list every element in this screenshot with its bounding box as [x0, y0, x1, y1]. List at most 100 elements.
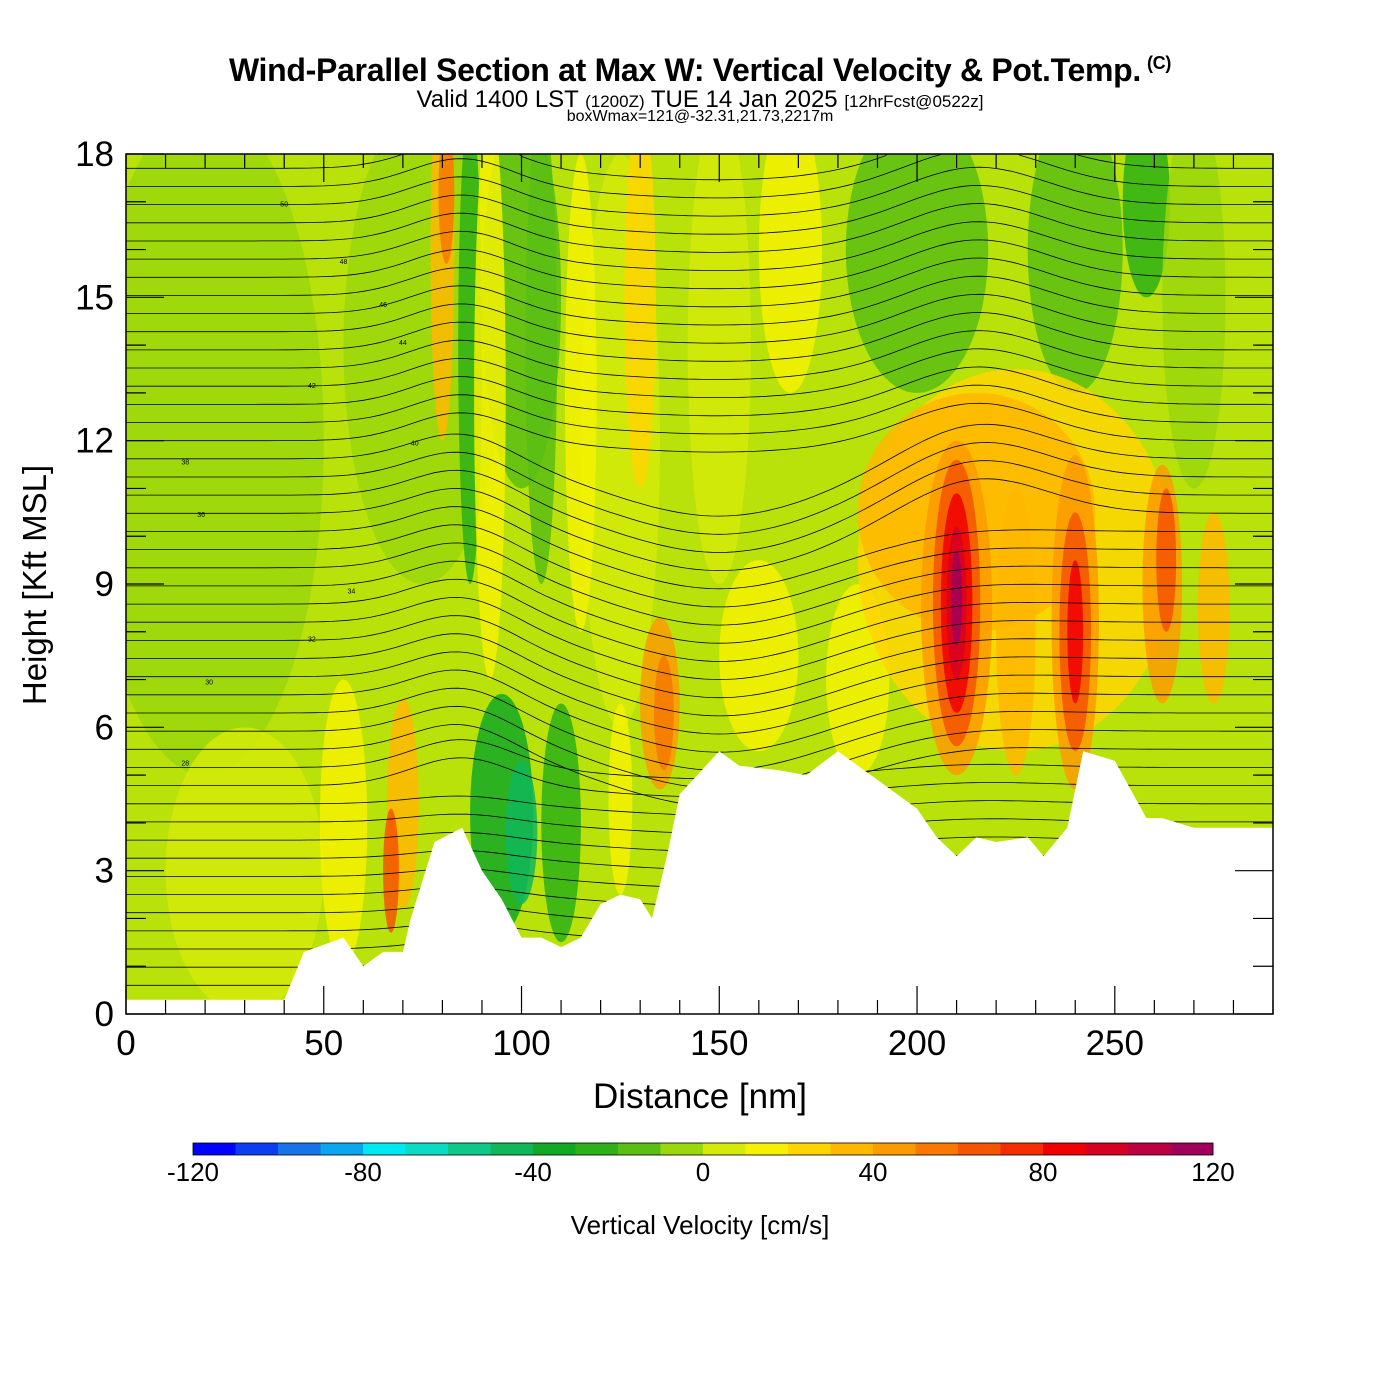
w-cell-16 — [525, 154, 558, 584]
isentrope-line — [126, 615, 1273, 699]
w-cell-13 — [438, 154, 455, 264]
w-cell-27 — [719, 560, 799, 752]
forecast-info: [12hrFcst@0522z] — [844, 92, 984, 111]
colorbar-swatch — [575, 1143, 619, 1155]
isentrope-line — [126, 293, 1273, 344]
contour-label: 36 — [197, 512, 205, 519]
box-info: boxWmax=121@-32.31,21.73,2217m — [566, 108, 834, 125]
isentrope-line — [126, 348, 1273, 398]
isentrope-line — [126, 542, 1273, 626]
colorbar-swatch — [448, 1143, 491, 1155]
isentrope-line — [126, 524, 1273, 608]
colorbar: -120 -80 -40 0 40 80 120 — [167, 1142, 1235, 1187]
colorbar-tick-label: -40 — [514, 1157, 552, 1187]
colorbar-tick-label: -80 — [344, 1157, 382, 1187]
contour-label: 40 — [411, 440, 419, 447]
y-tick-label: 3 — [95, 852, 114, 891]
w-cell-6 — [845, 154, 989, 393]
w-cell-42 — [1197, 512, 1230, 704]
isentrope-line — [126, 257, 1273, 308]
colorbar-tick-label: 80 — [1029, 1157, 1058, 1187]
isentrope-line — [126, 478, 1273, 572]
colorbar-swatch — [830, 1143, 874, 1155]
terrain-shape — [126, 751, 1273, 1014]
colorbar-swatch — [915, 1143, 959, 1155]
w-cell-22 — [505, 760, 538, 905]
colorbar-swatch — [1043, 1143, 1086, 1155]
colorbar-swatch — [533, 1143, 576, 1155]
x-tick-label: 200 — [888, 1024, 946, 1063]
w-cell-5 — [758, 154, 823, 393]
isentrope-line — [126, 366, 1273, 417]
colorbar-swatch — [320, 1143, 364, 1155]
isentrope-line — [126, 423, 1273, 517]
w-cell-11 — [319, 679, 368, 967]
colorbar-swatch — [958, 1143, 1001, 1155]
colorbar-tick-label: 120 — [1191, 1157, 1234, 1187]
w-cell-18 — [624, 154, 656, 489]
isentrope-line — [126, 402, 1273, 453]
contour-label: 30 — [205, 679, 213, 686]
contour-label: 44 — [399, 340, 407, 347]
x-axis-label: Distance [nm] — [593, 1077, 807, 1116]
colorbar-swatch — [363, 1143, 406, 1155]
contour-label: 32 — [308, 636, 316, 643]
isentrope-line — [126, 687, 1273, 771]
contour-label: 42 — [308, 383, 316, 390]
contour-labels: 50 48 46 44 42 40 38 36 34 32 30 28 — [181, 202, 418, 768]
colorbar-swatch — [193, 1143, 236, 1155]
isentrope-line — [126, 275, 1273, 326]
colorbar-swatch — [1128, 1143, 1171, 1155]
colorbar-swatch — [235, 1143, 279, 1155]
colorbar-label: Vertical Velocity [cm/s] — [571, 1210, 830, 1240]
isentrope-line — [126, 578, 1273, 662]
x-tick-label: 150 — [690, 1024, 748, 1063]
w-cell-0 — [126, 154, 324, 775]
isentrope-line — [126, 633, 1273, 717]
x-axis: 0 50 100 150 200 250 — [116, 154, 1274, 1063]
w-cell-9 — [1162, 154, 1226, 489]
x-tick-label: 50 — [304, 1024, 343, 1063]
colorbar-swatch — [405, 1143, 449, 1155]
w-cell-26 — [654, 655, 674, 771]
chart-subtitle: Valid 1400 LST (1200Z) TUE 14 Jan 2025 [… — [0, 86, 1400, 114]
w-cell-38 — [1067, 560, 1084, 704]
isentrope-line — [126, 560, 1273, 644]
isentrope-line — [126, 384, 1273, 435]
colorbar-swatch — [618, 1143, 661, 1155]
valid-prefix: Valid 1400 LST — [416, 86, 579, 113]
w-cell-17 — [565, 154, 597, 632]
isentrope-line — [126, 506, 1273, 590]
colorbar-tick-label: -120 — [167, 1157, 219, 1187]
y-tick-label: 18 — [75, 135, 114, 174]
isentrope-line — [126, 221, 1273, 271]
colorbar-swatch — [660, 1143, 704, 1155]
chart-title: Wind-Parallel Section at Max W: Vertical… — [228, 52, 1172, 88]
w-cell-8 — [1122, 154, 1171, 298]
w-cell-10 — [165, 727, 324, 1014]
isentrope-line — [126, 442, 1273, 535]
colorbar-tick-label: 0 — [696, 1157, 710, 1187]
isentrope-line — [126, 330, 1273, 380]
valid-utc: (1200Z) — [585, 92, 645, 111]
colorbar-tick-label: 40 — [859, 1157, 888, 1187]
w-cell-7 — [1027, 154, 1123, 393]
w-cell-20 — [383, 808, 399, 933]
w-cell-15 — [474, 154, 506, 680]
copyright-mark: (C) — [1146, 53, 1172, 73]
y-tick-label: 15 — [75, 278, 114, 317]
x-tick-label: 100 — [492, 1024, 550, 1063]
isentrope-line — [126, 669, 1273, 753]
isentrope-line — [126, 239, 1273, 290]
contour-label: 28 — [181, 761, 189, 768]
colorbar-swatch — [1085, 1143, 1129, 1155]
contour-label: 46 — [379, 302, 387, 309]
w-cell-23 — [541, 703, 581, 943]
contour-label: 38 — [181, 460, 189, 467]
contour-label: 50 — [280, 202, 288, 209]
y-axis-label: Height [Kft MSL] — [16, 465, 53, 705]
isentrope-line — [126, 460, 1273, 553]
x-tick-label: 250 — [1086, 1024, 1144, 1063]
